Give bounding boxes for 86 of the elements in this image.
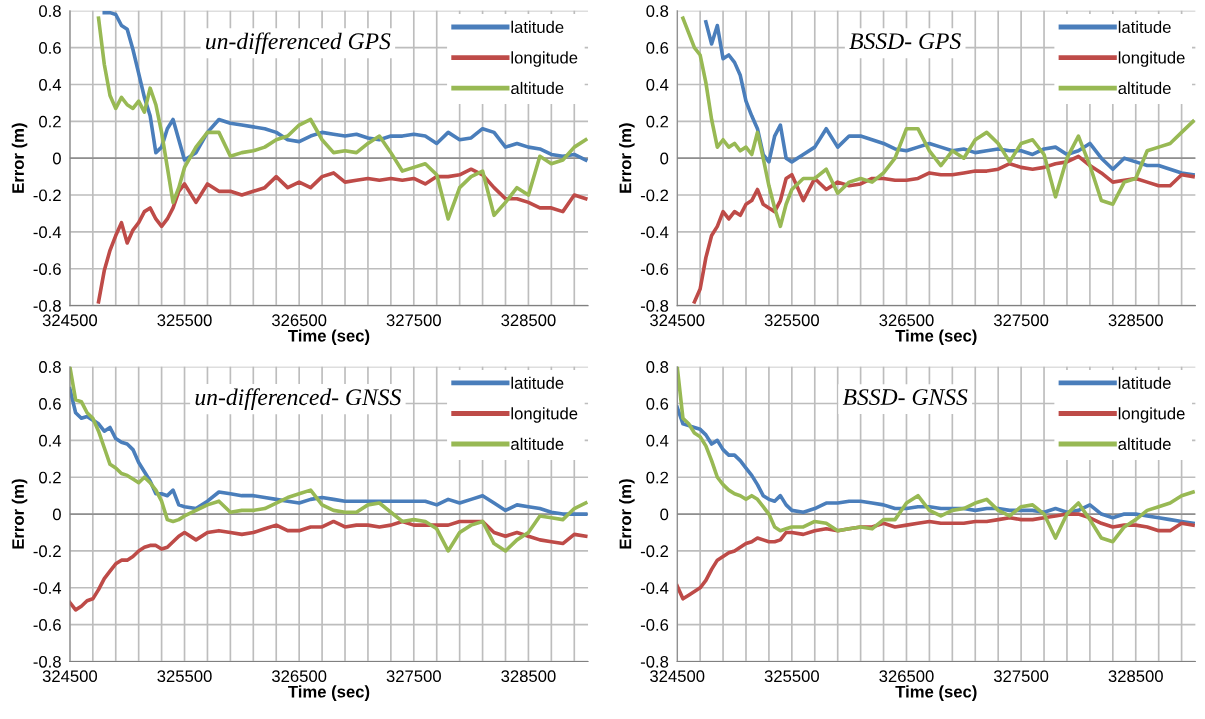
x-tick-label: 327500	[386, 670, 441, 683]
y-tick-label: 0.2	[646, 115, 669, 128]
y-tick-label: -0.4	[640, 226, 669, 239]
y-tick-label: -0.2	[640, 545, 669, 558]
line-series	[692, 154, 1195, 304]
legend-label: longitude	[511, 51, 578, 67]
y-tick-label: -0.2	[640, 189, 669, 202]
x-tick-label: 324500	[42, 314, 98, 327]
x-tick-label: 324500	[42, 670, 98, 683]
x-tick-label: 325500	[764, 670, 819, 683]
y-tick-label: -0.4	[33, 582, 62, 594]
y-tick-label: 0.6	[39, 397, 61, 410]
y-tick-label: -0.8	[640, 655, 669, 668]
x-tick-label: 328500	[1108, 314, 1163, 327]
text: BSSD- GPS	[849, 33, 961, 50]
legend-label: longitude	[511, 407, 578, 423]
legend-label: latitude	[1118, 376, 1171, 389]
line-series	[69, 519, 588, 612]
x-tick-label: 326500	[879, 314, 934, 327]
x-tick-label: 327500	[386, 314, 441, 327]
x-tick-label: 326500	[271, 670, 327, 683]
x-tick-label: 328500	[501, 670, 556, 683]
y-tick-label: 0	[52, 508, 61, 521]
line-series	[102, 10, 588, 162]
x-axis-title: Time (sec)	[895, 329, 977, 345]
y-tick-label: 0.4	[39, 78, 62, 91]
y-axis-title: Error (m)	[11, 479, 28, 549]
y-tick-label: -0.6	[33, 619, 61, 631]
y-tick-label: -0.4	[33, 226, 62, 239]
y-tick-label: -0.4	[640, 582, 669, 594]
y-tick-label: -0.2	[33, 545, 61, 558]
x-axis-title: Time (sec)	[288, 685, 370, 701]
line-series	[681, 16, 1195, 229]
y-tick-label: 0.6	[39, 42, 61, 54]
y-tick-label: -0.6	[33, 263, 61, 275]
legend-label: altitude	[1118, 437, 1171, 451]
y-tick-label: 0.8	[646, 5, 669, 17]
legend-label: longitude	[1118, 407, 1185, 423]
legend-label: longitude	[1118, 51, 1185, 67]
y-axis-title: Error (m)	[619, 479, 635, 549]
y-tick-label: 0.8	[646, 361, 669, 373]
y-tick-label: 0.4	[646, 78, 669, 91]
y-tick-label: 0.8	[39, 5, 61, 17]
y-tick-label: -0.8	[640, 299, 669, 312]
y-tick-label: 0.4	[646, 434, 669, 447]
y-tick-label: 0.8	[39, 361, 61, 373]
text: un-differenced GPS	[206, 32, 391, 55]
x-tick-label: 325500	[157, 670, 212, 683]
y-tick-label: 0	[660, 508, 669, 521]
y-tick-label: 0	[660, 152, 669, 165]
x-tick-label: 327500	[993, 670, 1049, 683]
y-tick-label: 0	[52, 152, 61, 165]
legend-label: latitude	[511, 376, 564, 389]
line-series	[96, 16, 588, 221]
legend-label: altitude	[511, 437, 564, 451]
y-tick-label: -0.8	[33, 655, 61, 668]
x-tick-label: 324500	[650, 670, 705, 683]
text: BSSD- GNSS	[842, 389, 968, 406]
legend-label: latitude	[511, 20, 564, 34]
y-tick-label: -0.6	[640, 619, 669, 631]
y-tick-label: 0.6	[646, 42, 669, 54]
y-tick-label: 0.6	[646, 397, 669, 410]
y-axis-title: Error (m)	[11, 123, 28, 193]
text: un-differenced- GNSS	[195, 388, 401, 410]
y-tick-label: 0.2	[39, 115, 61, 128]
x-axis-title: Time (sec)	[895, 685, 977, 701]
x-tick-label: 324500	[650, 314, 705, 327]
y-tick-label: -0.8	[33, 299, 61, 312]
legend-label: latitude	[1118, 20, 1171, 34]
x-axis-title: Time (sec)	[288, 329, 370, 345]
x-tick-label: 327500	[993, 314, 1049, 327]
x-tick-label: 325500	[764, 314, 819, 327]
legend-label: altitude	[511, 81, 564, 95]
legend-label: altitude	[1118, 81, 1171, 95]
line-series	[96, 167, 588, 304]
x-tick-label: 326500	[271, 314, 327, 327]
y-tick-label: 0.2	[39, 471, 61, 484]
y-tick-label: -0.2	[33, 189, 61, 202]
x-tick-label: 328500	[1108, 670, 1163, 683]
y-axis-title: Error (m)	[619, 123, 635, 193]
y-tick-label: 0.4	[39, 434, 62, 447]
y-tick-label: -0.6	[640, 263, 669, 275]
x-tick-label: 325500	[157, 314, 212, 327]
y-tick-label: 0.2	[646, 471, 669, 484]
x-tick-label: 326500	[879, 670, 934, 683]
x-tick-label: 328500	[501, 314, 556, 327]
